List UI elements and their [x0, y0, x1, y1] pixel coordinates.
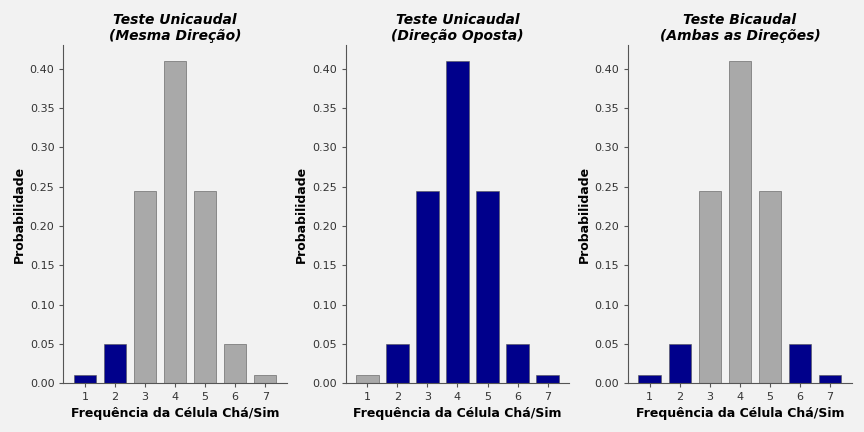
Bar	[164, 61, 187, 383]
Title: Teste Unicaudal
(Direção Oposta): Teste Unicaudal (Direção Oposta)	[391, 13, 524, 43]
Bar	[356, 375, 378, 383]
Bar	[416, 191, 439, 383]
X-axis label: Frequência da Célula Chá/Sim: Frequência da Célula Chá/Sim	[71, 407, 279, 419]
Bar	[819, 375, 842, 383]
Bar	[759, 191, 781, 383]
Bar	[669, 344, 691, 383]
Bar	[728, 61, 751, 383]
Bar	[537, 375, 559, 383]
Y-axis label: Probabilidade: Probabilidade	[12, 166, 26, 263]
Bar	[476, 191, 499, 383]
Bar	[699, 191, 721, 383]
Bar	[386, 344, 409, 383]
Title: Teste Unicaudal
(Mesma Direção): Teste Unicaudal (Mesma Direção)	[109, 13, 241, 43]
Bar	[254, 375, 276, 383]
Bar	[446, 61, 469, 383]
Bar	[134, 191, 156, 383]
X-axis label: Frequência da Célula Chá/Sim: Frequência da Célula Chá/Sim	[353, 407, 562, 419]
Y-axis label: Probabilidade: Probabilidade	[577, 166, 590, 263]
Bar	[506, 344, 529, 383]
Y-axis label: Probabilidade: Probabilidade	[295, 166, 308, 263]
Bar	[789, 344, 811, 383]
Bar	[194, 191, 216, 383]
Bar	[73, 375, 96, 383]
Bar	[104, 344, 126, 383]
Bar	[224, 344, 246, 383]
Bar	[638, 375, 661, 383]
X-axis label: Frequência da Célula Chá/Sim: Frequência da Célula Chá/Sim	[636, 407, 844, 419]
Title: Teste Bicaudal
(Ambas as Direções): Teste Bicaudal (Ambas as Direções)	[659, 13, 820, 43]
